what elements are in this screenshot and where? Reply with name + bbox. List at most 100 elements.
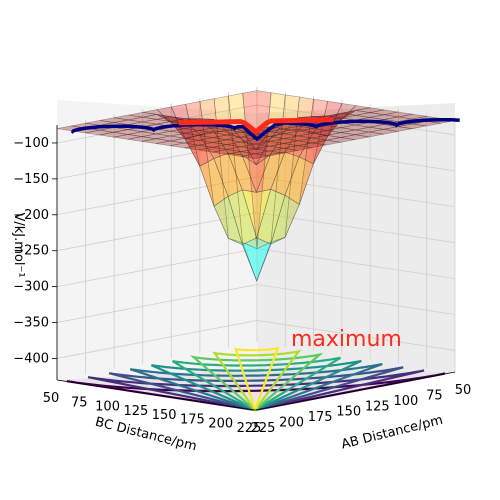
ab-tick-label: 100 <box>393 394 418 409</box>
ab-tick-label: 225 <box>251 421 276 436</box>
z-tick-label: −250 <box>13 244 49 259</box>
surface-patch <box>355 126 384 133</box>
surface-patch <box>212 149 242 155</box>
surface-patch <box>269 133 299 139</box>
z-tick-label: −300 <box>13 280 49 295</box>
surface-patch <box>213 130 243 156</box>
surface-patch <box>326 137 356 143</box>
contour-floor <box>66 346 446 414</box>
surface-patch <box>184 139 213 146</box>
surface-patch <box>255 140 284 147</box>
surface-patch <box>185 101 215 207</box>
surface-patch <box>127 131 157 137</box>
surface-patch <box>99 127 129 133</box>
surface-patch <box>355 112 385 118</box>
surface-patch <box>326 122 356 129</box>
surface-patch <box>99 131 128 138</box>
surface-patch <box>284 128 314 158</box>
bc-axis-line <box>56 379 256 411</box>
trajectory <box>70 117 460 142</box>
surface-patch <box>198 137 228 143</box>
surface-patch <box>184 125 214 131</box>
z-tick-label: −400 <box>13 351 49 366</box>
surface-patch <box>199 130 229 159</box>
ab-tick-label: 50 <box>455 383 472 398</box>
surface-patch <box>340 134 370 140</box>
surface-patch <box>241 143 270 150</box>
surface-patch <box>255 145 284 152</box>
maximum-annotation: maximum <box>291 327 402 352</box>
surface-patch <box>283 145 313 151</box>
surface-patch <box>228 92 258 250</box>
surface-patch <box>298 137 327 144</box>
contour-line <box>212 349 302 412</box>
bc-tick-label: 75 <box>71 395 88 410</box>
bc-tick-label: 150 <box>152 408 177 423</box>
surface-patch <box>127 136 157 142</box>
surface-patch <box>369 128 398 135</box>
surface-patch <box>341 105 371 120</box>
surface-patch <box>170 103 200 167</box>
surface-patch <box>284 96 314 238</box>
surface-patch <box>227 152 257 193</box>
surface-patch <box>341 124 370 131</box>
surface-patch <box>383 116 413 123</box>
contour-line <box>171 356 342 412</box>
surface-patch <box>269 138 299 144</box>
surface-patch <box>226 151 256 157</box>
back-pane-right <box>258 103 455 372</box>
surface-patch <box>241 153 272 194</box>
surface-patch <box>256 237 286 282</box>
surface-patch <box>184 144 213 151</box>
surface-patch <box>255 151 286 193</box>
ab-tick-label: 150 <box>336 405 361 420</box>
surface-patch <box>142 128 171 135</box>
surface-patch <box>241 188 272 239</box>
surface-patch <box>355 107 385 113</box>
z-axis-label: V/kJ.mol⁻¹ <box>11 212 26 277</box>
contour-line <box>234 346 280 414</box>
surface-patch <box>113 129 143 135</box>
surface-patch <box>326 127 356 133</box>
surface-patch <box>383 126 413 132</box>
surface-patch <box>113 134 143 140</box>
surface-patch <box>85 129 114 136</box>
surface-patch <box>355 131 384 138</box>
surface-patch <box>242 237 272 282</box>
surface-patch <box>256 188 286 245</box>
bc-tick-label: 200 <box>208 417 233 432</box>
surface-patch <box>369 114 399 120</box>
surface-patch <box>313 100 343 165</box>
ab-axis-line <box>254 371 456 411</box>
surface-patch <box>228 238 257 282</box>
contour-line <box>87 369 425 412</box>
pane-grid <box>56 87 456 380</box>
contour-line <box>108 366 404 412</box>
surface-patch <box>141 133 171 140</box>
surface-patch <box>142 118 171 125</box>
surface-patch <box>213 152 243 197</box>
surface-patch <box>198 132 228 138</box>
ab-tick-label: 200 <box>279 416 304 431</box>
surface-patch <box>213 195 243 246</box>
surface-patch <box>156 135 185 142</box>
surface-patch <box>170 132 199 139</box>
surface-patch <box>369 124 399 130</box>
surface-patch <box>213 129 242 136</box>
surface-patch <box>270 151 300 196</box>
trajectory-line <box>70 117 460 142</box>
surface-patch <box>297 142 327 149</box>
maximum-path <box>178 117 334 136</box>
surface-patch <box>241 138 270 145</box>
surface-patch <box>312 139 341 146</box>
surface-patch <box>156 116 186 122</box>
surface-patch <box>256 130 286 165</box>
surface-patch <box>213 95 243 244</box>
surface-patch <box>227 189 257 246</box>
surface-patch <box>170 142 199 149</box>
surface-patch <box>256 92 286 250</box>
surface-patch <box>142 109 172 123</box>
z-tick-label: −100 <box>13 136 49 151</box>
surface-patch <box>384 111 413 118</box>
